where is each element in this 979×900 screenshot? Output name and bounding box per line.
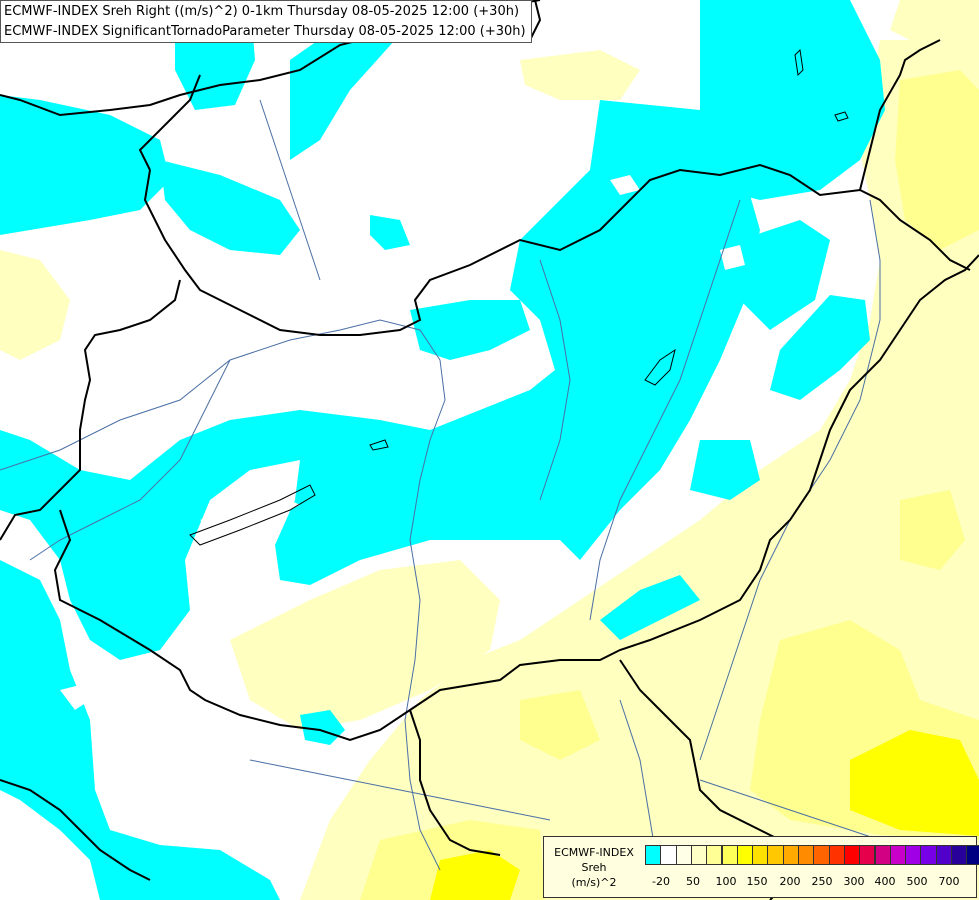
title-line-1: ECMWF-INDEX Sreh Right ((m/s)^2) 0-1km T… [4, 4, 520, 19]
title-line-2: ECMWF-INDEX SignificantTornadoParameter … [4, 24, 526, 39]
legend-tick-label: 150 [746, 875, 768, 888]
legend-tick-label: 400 [874, 875, 896, 888]
legend-swatch [889, 845, 907, 865]
legend-swatch [905, 845, 922, 865]
rivers [0, 99, 941, 881]
legend-swatch [798, 845, 815, 865]
legend-tick-label: 700 [938, 875, 960, 888]
legend-swatch [736, 845, 754, 865]
legend-tick-label: 300 [843, 875, 865, 888]
legend-swatch [767, 845, 784, 865]
legend-swatch [859, 845, 876, 865]
legend-title-line-3: (m/s)^2 [571, 876, 617, 889]
legend-tick-label: -20 [652, 875, 670, 888]
legend-swatch [721, 845, 738, 865]
legend-tick-label: 50 [686, 875, 700, 888]
legend-swatch [920, 845, 937, 865]
legend-tick-label: 250 [811, 875, 833, 888]
legend-title-line-2: Sreh [581, 861, 607, 874]
legend-swatch [813, 845, 830, 865]
legend-swatch [752, 845, 769, 865]
legend-swatch [828, 845, 845, 865]
white-holes [60, 175, 745, 710]
lakes [189, 48, 849, 546]
legend-swatch [706, 845, 723, 865]
color-legend: ECMWF-INDEX Sreh (m/s)^2 -20 50 100 150 200 2… [543, 836, 979, 898]
legend-swatch [935, 845, 952, 865]
legend-swatch [874, 845, 891, 865]
legend-swatch [675, 845, 692, 865]
legend-swatch [966, 845, 979, 865]
legend-title: ECMWF-INDEX Sreh (m/s)^2 [548, 845, 640, 890]
legend-swatch [782, 845, 799, 865]
legend-swatch [951, 845, 968, 865]
legend-tick-label: 200 [779, 875, 801, 888]
legend-swatch [645, 845, 662, 865]
legend-swatch [843, 845, 861, 865]
map-title-box: ECMWF-INDEX Sreh Right ((m/s)^2) 0-1km T… [0, 0, 532, 43]
legend-tick-label: 500 [906, 875, 928, 888]
legend-tick-label: 100 [715, 875, 737, 888]
legend-swatch [690, 845, 708, 865]
legend-swatch [660, 845, 677, 865]
strong-yellow-areas [430, 730, 979, 900]
legend-title-line-1: ECMWF-INDEX [554, 846, 634, 859]
